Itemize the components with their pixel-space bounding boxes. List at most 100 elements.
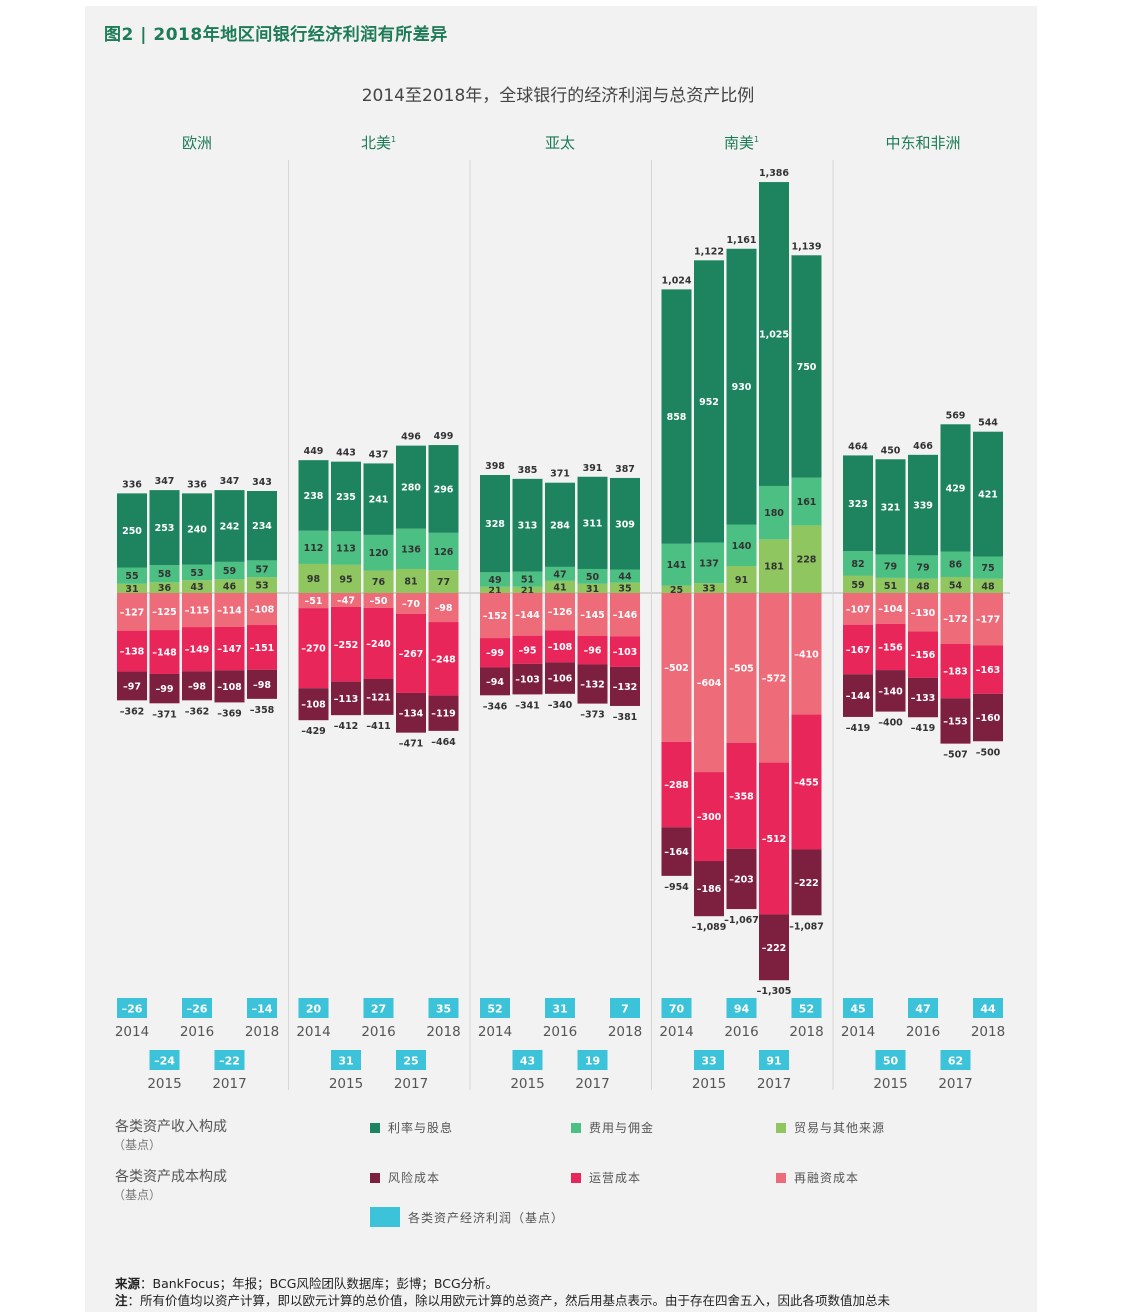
bar-segment-trading bbox=[428, 570, 459, 593]
bar-segment-risk bbox=[428, 695, 459, 731]
data-label-risk: –222 bbox=[762, 943, 787, 954]
data-label-interest: 321 bbox=[881, 502, 901, 513]
data-label-trading: 77 bbox=[437, 577, 450, 588]
bar-segment-refinancing bbox=[480, 593, 510, 639]
profit-value: 33 bbox=[701, 1055, 716, 1068]
data-label-trading: 46 bbox=[223, 582, 237, 593]
bar-segment-interest bbox=[396, 445, 426, 529]
bar-segment-fees bbox=[396, 528, 426, 569]
bar-segment-refinancing bbox=[726, 593, 757, 743]
bar-segment-refinancing bbox=[117, 593, 147, 631]
data-label-trading: 43 bbox=[190, 582, 203, 593]
income-total-label: 336 bbox=[187, 479, 207, 490]
profit-value: 27 bbox=[371, 1003, 386, 1016]
data-label-trading: 51 bbox=[884, 581, 897, 592]
data-label-fees: 47 bbox=[553, 569, 566, 580]
data-label-trading: 53 bbox=[255, 581, 268, 592]
bar-segment-trading bbox=[843, 575, 873, 593]
income-total-label: 450 bbox=[881, 445, 901, 456]
bar-segment-interest bbox=[247, 491, 277, 561]
region-name-text: 南美 bbox=[724, 134, 754, 152]
cost-total-label: –358 bbox=[250, 705, 275, 716]
note-line: 注：所有价值均以资产计算，即以欧元计算的总价值，除以用欧元计算的总资产，然后用基… bbox=[115, 1292, 995, 1309]
data-label-operating: –240 bbox=[366, 639, 391, 650]
bar-segment-interest bbox=[331, 461, 361, 532]
bar-segment-trading bbox=[247, 577, 277, 593]
profit-value: 94 bbox=[734, 1003, 750, 1016]
source-text: ：BankFocus；年报；BCG风险团队数据库；彭博；BCG分析。 bbox=[140, 1276, 499, 1291]
bar-segment-trading bbox=[908, 578, 938, 593]
cost-total-label: –341 bbox=[515, 700, 540, 711]
profit-value: –26 bbox=[187, 1003, 208, 1016]
bar-segment-operating bbox=[331, 606, 361, 682]
cost-total-label: –371 bbox=[152, 709, 177, 720]
cost-total-label: –419 bbox=[846, 723, 871, 734]
cost-total-label: –464 bbox=[431, 737, 456, 748]
income-total-label: 347 bbox=[220, 476, 240, 487]
footnotes: 来源：BankFocus；年报；BCG风险团队数据库；彭博；BCG分析。 注：所… bbox=[115, 1275, 995, 1309]
profit-value: –22 bbox=[219, 1055, 240, 1068]
profit-box bbox=[182, 998, 212, 1018]
data-label-interest: 280 bbox=[401, 483, 421, 494]
data-label-risk: –99 bbox=[156, 684, 174, 695]
year-label: 2017 bbox=[757, 1076, 791, 1092]
bar-segment-risk bbox=[247, 669, 277, 699]
data-label-risk: –186 bbox=[697, 884, 722, 895]
bar-segment-risk bbox=[577, 664, 608, 704]
bar-segment-risk bbox=[182, 671, 212, 701]
data-label-fees: 49 bbox=[488, 575, 501, 586]
profit-box bbox=[577, 1050, 608, 1070]
cost-total-label: –346 bbox=[483, 701, 508, 712]
data-label-risk: –132 bbox=[613, 682, 638, 693]
data-label-fees: 161 bbox=[797, 497, 817, 508]
income-total-label: 1,161 bbox=[726, 235, 756, 246]
bar-segment-operating bbox=[298, 608, 329, 689]
bar-segment-trading bbox=[726, 566, 757, 593]
profit-box bbox=[661, 998, 692, 1018]
profit-box bbox=[908, 998, 938, 1018]
income-total-label: 336 bbox=[122, 479, 142, 490]
data-label-interest: 250 bbox=[122, 526, 142, 537]
data-label-refinancing: –107 bbox=[846, 604, 871, 615]
year-label: 2014 bbox=[296, 1024, 330, 1040]
bar-segment-interest bbox=[545, 482, 575, 567]
profit-value: 50 bbox=[883, 1055, 899, 1068]
data-label-interest: 750 bbox=[797, 362, 817, 373]
data-label-refinancing: –145 bbox=[580, 610, 605, 621]
data-label-fees: 51 bbox=[521, 575, 534, 586]
bar-segment-trading bbox=[545, 580, 575, 593]
bar-segment-operating bbox=[973, 645, 1003, 694]
data-label-interest: 313 bbox=[518, 521, 538, 532]
profit-value: 45 bbox=[850, 1003, 865, 1016]
year-label: 2014 bbox=[115, 1024, 149, 1040]
data-label-interest: 296 bbox=[434, 484, 454, 495]
bar-segment-operating bbox=[791, 714, 822, 850]
bar-segment-trading bbox=[940, 576, 971, 593]
profit-value: –14 bbox=[252, 1003, 273, 1016]
cost-total-label: –400 bbox=[878, 718, 903, 729]
data-label-risk: –108 bbox=[217, 682, 242, 693]
year-label: 2017 bbox=[212, 1076, 246, 1092]
profit-value: 19 bbox=[585, 1055, 600, 1068]
figure-title: 图2 | 2018年地区间银行经济利润有所差异 bbox=[104, 25, 448, 45]
cost-total-label: –1,087 bbox=[789, 921, 824, 932]
region-name: 中东和非洲 bbox=[885, 134, 960, 152]
bar-segment-refinancing bbox=[545, 593, 575, 631]
bar-segment-operating bbox=[149, 630, 180, 674]
data-label-risk: –113 bbox=[334, 694, 359, 705]
bar-segment-risk bbox=[973, 693, 1003, 742]
bar-segment-trading bbox=[149, 582, 180, 593]
bar-segment-refinancing bbox=[396, 593, 426, 614]
year-label: 2018 bbox=[245, 1024, 279, 1040]
bar-segment-trading bbox=[973, 578, 1003, 593]
profit-box bbox=[214, 1050, 245, 1070]
cost-total-label: –373 bbox=[580, 710, 605, 721]
data-label-refinancing: –115 bbox=[185, 606, 210, 617]
bar-segment-refinancing bbox=[512, 593, 543, 636]
data-label-trading: 31 bbox=[586, 584, 599, 595]
year-label: 2014 bbox=[659, 1024, 693, 1040]
bar-segment-fees bbox=[545, 566, 575, 581]
data-label-fees: 75 bbox=[981, 563, 994, 574]
source-label: 来源 bbox=[115, 1276, 141, 1291]
